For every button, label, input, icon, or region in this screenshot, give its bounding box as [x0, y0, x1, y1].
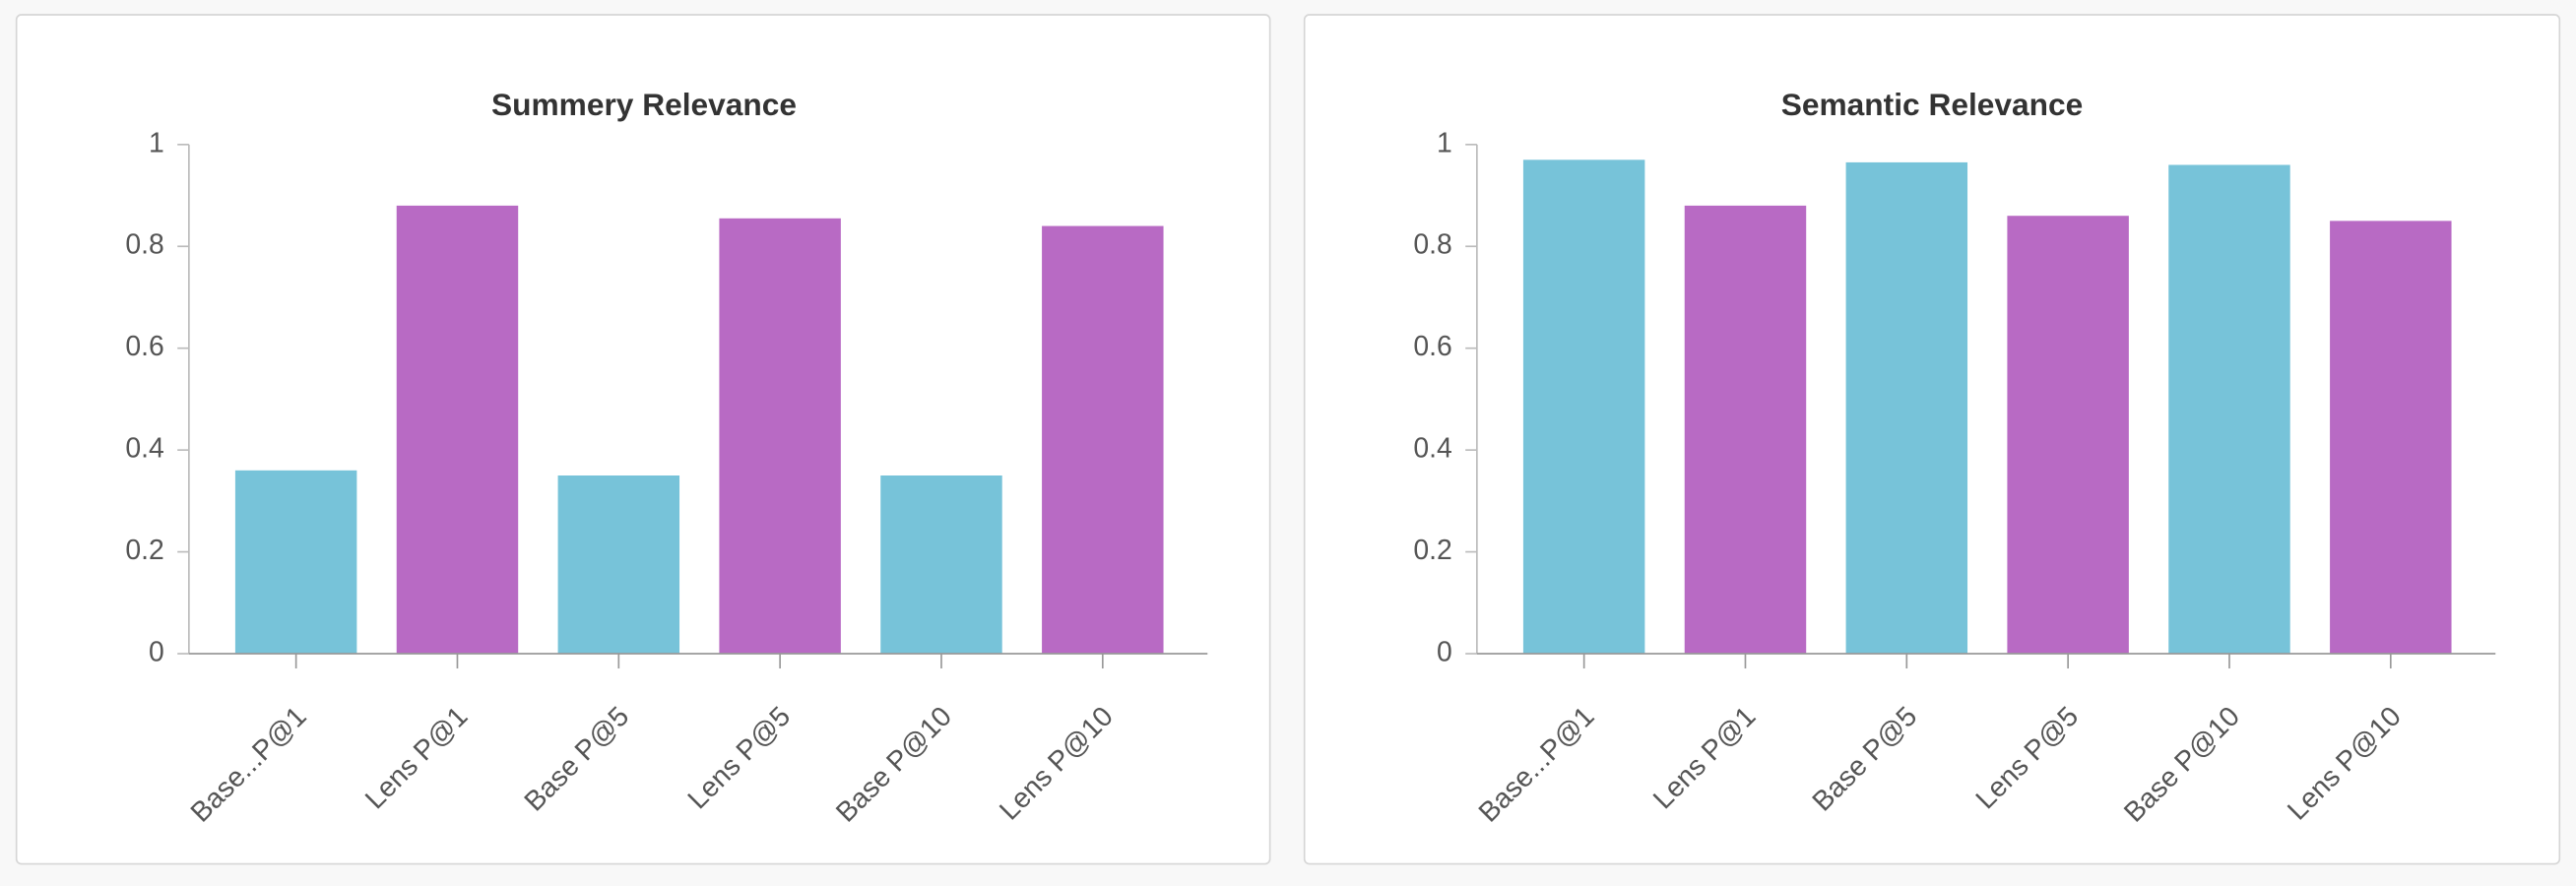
y-tick-label: 0: [149, 636, 164, 667]
bar: [880, 475, 1002, 655]
y-tick-label: 0.8: [1413, 229, 1451, 261]
y-tick-label: 0.4: [1413, 433, 1451, 465]
bar: [1522, 159, 1645, 655]
y-tick-label: 0.6: [1413, 331, 1451, 362]
y-tick-label: 0.2: [125, 535, 163, 566]
y-tick-label: 1: [149, 127, 164, 158]
chart-title: Semantic Relevance: [1781, 87, 2083, 122]
y-tick-label: 0: [1437, 636, 1452, 667]
chart-title: Summery Relevance: [491, 87, 797, 122]
bar: [1042, 225, 1164, 655]
bar: [2168, 164, 2290, 655]
y-tick-label: 0.6: [125, 331, 163, 362]
y-tick-label: 1: [1437, 127, 1452, 158]
bar: [396, 205, 519, 655]
bar: [1845, 161, 1968, 655]
bar: [2330, 221, 2452, 655]
bar: [719, 218, 841, 655]
bar: [234, 470, 357, 655]
y-tick-label: 0.4: [125, 433, 163, 465]
y-tick-label: 0.8: [125, 229, 163, 261]
bar: [2007, 216, 2129, 655]
bar: [557, 475, 680, 655]
bar: [1684, 205, 1807, 655]
y-tick-label: 0.2: [1413, 535, 1451, 566]
